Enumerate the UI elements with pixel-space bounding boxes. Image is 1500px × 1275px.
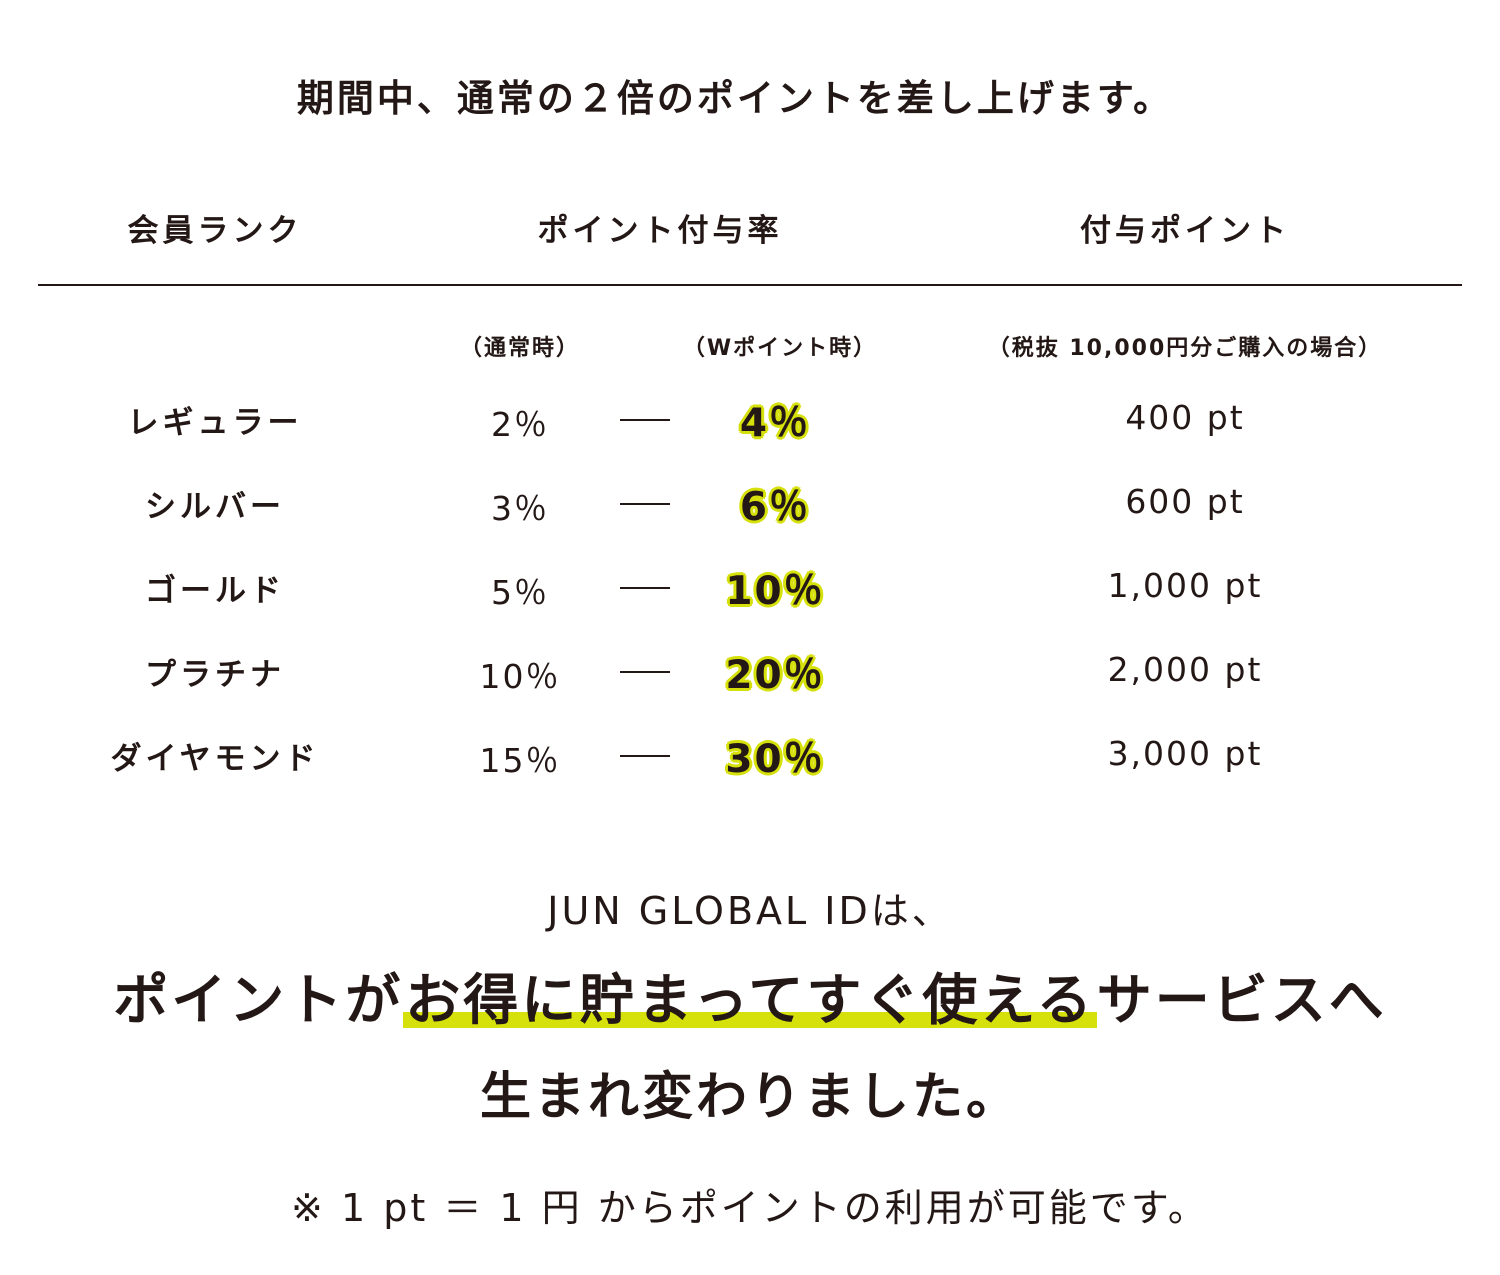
points-cell: 2,000 pt — [1107, 650, 1263, 689]
subheader-points-note: （税抜 10,000円分ご購入の場合） — [987, 336, 1383, 361]
arrow-icon — [620, 503, 670, 505]
rank-cell: レギュラー — [127, 405, 303, 441]
header-rank: 会員ランク — [127, 213, 303, 249]
arrow-icon — [620, 587, 670, 589]
rank-cell: シルバー — [145, 489, 285, 525]
rank-cell: ダイヤモンド — [110, 741, 320, 777]
headline: ポイントがお得に貯まってすぐ使えるサービスへ — [0, 955, 1500, 1035]
header-rate: ポイント付与率 — [537, 213, 783, 249]
points-cell: 3,000 pt — [1107, 734, 1263, 773]
subheader-w-point: （Wポイント時） — [682, 336, 878, 361]
rank-cell: プラチナ — [145, 657, 285, 693]
subheader-normal: （通常時） — [459, 336, 580, 361]
w-rate-cell: 6％ — [739, 485, 811, 530]
arrow-icon — [620, 671, 670, 673]
points-cell: 1,000 pt — [1107, 566, 1263, 605]
points-cell: 600 pt — [1125, 482, 1245, 521]
headline-pre: ポイントが — [113, 968, 404, 1032]
points-cell: 400 pt — [1125, 398, 1245, 437]
header-divider — [38, 284, 1462, 286]
w-rate-cell: 30％ — [725, 737, 825, 782]
normal-rate-cell: 5％ — [491, 573, 549, 612]
usage-note: ※ 1 pt ＝ 1 円 からポイントの利用が可能です。 — [291, 1186, 1209, 1230]
headline-second-line: 生まれ変わりました。 — [479, 1068, 1020, 1127]
w-rate-cell: 4％ — [739, 401, 811, 446]
normal-rate-cell: 10％ — [479, 657, 561, 696]
rank-cell: ゴールド — [145, 573, 285, 609]
normal-rate-cell: 2％ — [491, 405, 549, 444]
arrow-icon — [620, 755, 670, 757]
header-points: 付与ポイント — [1080, 213, 1290, 249]
w-rate-cell: 20％ — [725, 653, 825, 698]
arrow-icon — [620, 419, 670, 421]
normal-rate-cell: 3％ — [491, 489, 549, 528]
intro-text: 期間中、通常の２倍のポイントを差し上げます。 — [296, 77, 1174, 120]
headline-post: サービスへ — [1096, 968, 1387, 1032]
jun-global-id-line: JUN GLOBAL IDは、 — [547, 889, 953, 933]
headline-highlight: お得に貯まってすぐ使える — [403, 968, 1097, 1032]
normal-rate-cell: 15％ — [479, 741, 561, 780]
w-rate-cell: 10％ — [725, 569, 825, 614]
